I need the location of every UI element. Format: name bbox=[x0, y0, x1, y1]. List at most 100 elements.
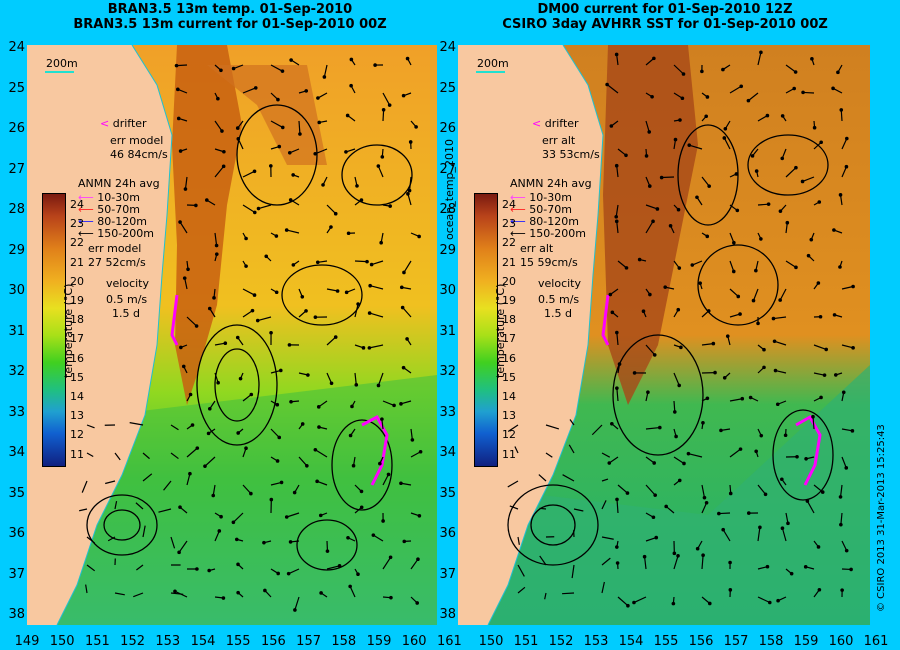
arrow-head bbox=[615, 497, 619, 502]
arrow-head bbox=[392, 403, 396, 408]
left-drifter-label: < drifter bbox=[100, 118, 147, 130]
right-err2-label: err alt bbox=[520, 242, 554, 255]
current-arrow bbox=[286, 229, 300, 234]
current-arrow bbox=[294, 596, 300, 611]
current-arrow bbox=[841, 285, 854, 290]
right-colorbar-tick: 20 bbox=[502, 274, 516, 288]
current-arrow bbox=[601, 452, 611, 458]
arrow-head bbox=[286, 571, 291, 576]
current-arrow bbox=[673, 372, 680, 386]
right-lat-tick: 26 bbox=[439, 121, 456, 136]
current-arrow bbox=[270, 428, 280, 438]
arrow-head bbox=[222, 149, 226, 154]
arrow-head bbox=[351, 463, 356, 468]
left-lat-tick: 29 bbox=[8, 242, 25, 258]
current-arrow bbox=[237, 138, 244, 150]
right-lon-tick: 153 bbox=[583, 634, 609, 649]
right-depth-2-text: 50-70m bbox=[529, 203, 572, 216]
arrow-head bbox=[269, 164, 273, 168]
left-title: BRAN3.5 13m temp. 01-Sep-2010 BRAN3.5 13… bbox=[20, 2, 440, 32]
arrow-head bbox=[794, 265, 798, 270]
current-arrow bbox=[701, 484, 706, 498]
arrow-head bbox=[705, 396, 710, 401]
center-label: ocean_temp_2010 bbox=[443, 138, 456, 240]
arrow-head bbox=[701, 553, 705, 558]
right-colorbar-tick: 19 bbox=[502, 294, 516, 307]
arrow-head bbox=[376, 164, 381, 168]
arrow-head bbox=[216, 380, 220, 385]
left-lat-tick: 30 bbox=[8, 283, 25, 298]
arrow-head bbox=[690, 263, 695, 267]
arrow-head bbox=[305, 463, 309, 468]
arrow-icon: ⟵ bbox=[78, 191, 94, 204]
arrow-head bbox=[672, 551, 677, 556]
arrow-head bbox=[371, 533, 376, 537]
arrow-head bbox=[317, 120, 322, 125]
left-colorbar-tick: 21 bbox=[70, 255, 84, 269]
arrow-head bbox=[321, 183, 325, 187]
arrow-head bbox=[652, 461, 656, 465]
current-arrow bbox=[105, 480, 116, 485]
current-arrow bbox=[298, 120, 301, 135]
current-arrow bbox=[242, 204, 256, 213]
right-velocity-speed: 0.5 m/s bbox=[538, 293, 580, 306]
arrow-head bbox=[771, 316, 776, 321]
current-arrow bbox=[785, 64, 796, 73]
arrow-head bbox=[212, 296, 216, 300]
current-arrow bbox=[601, 536, 614, 540]
arrow-head bbox=[775, 402, 780, 407]
arrow-head bbox=[361, 346, 366, 350]
arrow-head bbox=[704, 500, 709, 505]
left-err1-label: err model bbox=[110, 134, 164, 147]
arrow-icon: ⟵ bbox=[78, 203, 94, 216]
current-arrow bbox=[86, 424, 95, 429]
current-arrow bbox=[806, 500, 815, 514]
right-map-graphic bbox=[458, 45, 870, 625]
arrow-head bbox=[795, 454, 799, 459]
right-lon-tick: 158 bbox=[758, 634, 784, 649]
arrow-head bbox=[646, 390, 650, 395]
current-arrow bbox=[839, 484, 843, 497]
arrow-head bbox=[348, 584, 352, 589]
current-arrow bbox=[86, 564, 96, 572]
current-arrow bbox=[163, 480, 172, 491]
current-arrow bbox=[645, 426, 660, 430]
right-colorbar-tick: 15 bbox=[502, 370, 516, 384]
left-lon-tick: 153 bbox=[155, 634, 181, 649]
arrow-head bbox=[379, 240, 383, 245]
left-depth-2: ⟵ 50-70m bbox=[78, 204, 140, 216]
arrow-head bbox=[399, 481, 403, 486]
arrow-head bbox=[219, 514, 223, 519]
current-arrow bbox=[354, 372, 357, 385]
arrow-head bbox=[658, 425, 662, 430]
arrow-head bbox=[778, 209, 783, 213]
current-arrow bbox=[298, 456, 308, 467]
left-lon-tick: 155 bbox=[225, 634, 251, 649]
arrow-head bbox=[333, 211, 338, 216]
arrow-head bbox=[400, 305, 405, 310]
arrow-head bbox=[676, 207, 681, 212]
current-arrow bbox=[270, 481, 282, 486]
current-arrow bbox=[616, 165, 619, 178]
current-arrow bbox=[326, 336, 337, 346]
current-arrow bbox=[170, 592, 184, 595]
arrow-head bbox=[220, 129, 224, 133]
right-velocity-duration: 1.5 d bbox=[544, 307, 572, 320]
arrow-head bbox=[778, 298, 782, 302]
arrow-head bbox=[402, 270, 406, 275]
right-lat-tick: 25 bbox=[439, 80, 456, 96]
current-arrow bbox=[601, 478, 609, 482]
left-anmn-label: ANMN 24h avg bbox=[78, 177, 160, 190]
left-lon-tick: 156 bbox=[260, 634, 286, 649]
arrow-head bbox=[381, 519, 385, 523]
arrow-head bbox=[177, 550, 181, 555]
right-lat-tick: 35 bbox=[439, 485, 456, 501]
current-arrow bbox=[803, 91, 815, 94]
current-arrow bbox=[617, 484, 628, 494]
arrow-head bbox=[818, 314, 823, 319]
arrow-head bbox=[765, 113, 770, 118]
current-arrow bbox=[509, 505, 519, 510]
current-arrow bbox=[701, 176, 710, 187]
current-arrow bbox=[539, 555, 547, 566]
right-colorbar-tick: 18 bbox=[502, 313, 516, 327]
